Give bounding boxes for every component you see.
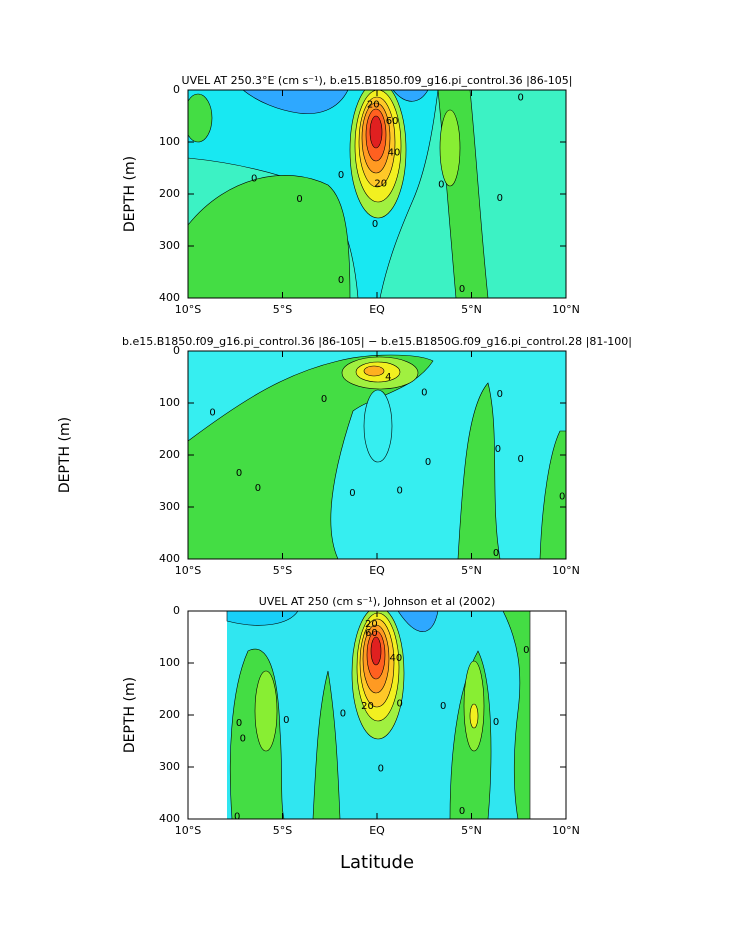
y-tick-label: 200 — [159, 448, 180, 461]
contour-label: 0 — [321, 394, 327, 405]
y-tick-label: 300 — [159, 500, 180, 513]
x-tick-label: 10°N — [552, 564, 580, 577]
x-tick-label: 5°S — [273, 303, 292, 316]
y-tick-label: 0 — [173, 344, 180, 357]
contour-label: 0 — [559, 492, 565, 503]
contour-label: 40 — [390, 653, 403, 664]
contour-label: 0 — [349, 488, 355, 499]
y-tick-label: 400 — [159, 291, 180, 304]
y-axis-label: DEPTH (m) — [57, 417, 73, 493]
y-tick-label: 100 — [159, 656, 180, 669]
contour-label: 0 — [517, 92, 523, 103]
y-tick-label: 200 — [159, 708, 180, 721]
x-tick-label: EQ — [369, 303, 385, 316]
contour-label: 0 — [372, 219, 378, 230]
contour-label: 0 — [425, 457, 431, 468]
contour-label: 0 — [495, 444, 501, 455]
contour-label: 0 — [234, 811, 240, 822]
x-tick-label: 5°S — [273, 564, 292, 577]
contour-label: 0 — [523, 645, 529, 656]
x-tick-label: EQ — [369, 824, 385, 837]
contour-label: 0 — [440, 701, 446, 712]
chart-title: UVEL AT 250.3°E (cm s⁻¹), b.e15.B1850.f0… — [182, 74, 573, 87]
x-tick-label: 10°N — [552, 824, 580, 837]
x-tick-label: 10°S — [175, 303, 201, 316]
contour-label: 0 — [497, 389, 503, 400]
contour-label: 0 — [255, 483, 261, 494]
contour-label: 0 — [493, 548, 499, 559]
contour-label: 0 — [283, 715, 289, 726]
contour-label: 0 — [396, 485, 402, 496]
x-axis-label: Latitude — [340, 852, 414, 873]
contour-label: 0 — [438, 180, 444, 191]
y-tick-label: 200 — [159, 187, 180, 200]
x-tick-label: 5°N — [461, 303, 482, 316]
contour-label: 0 — [421, 388, 427, 399]
contour-fill — [188, 351, 566, 559]
contour-fill — [226, 611, 531, 819]
x-tick-label: 10°S — [175, 824, 201, 837]
contour-label: 0 — [378, 764, 384, 775]
y-tick-label: 0 — [173, 83, 180, 96]
contour-label: 0 — [459, 284, 465, 295]
contour-label: 0 — [338, 275, 344, 286]
y-tick-label: 0 — [173, 604, 180, 617]
y-tick-label: 300 — [159, 760, 180, 773]
x-tick-label: 5°N — [461, 564, 482, 577]
contour-label: 0 — [240, 733, 246, 744]
x-tick-label: 10°N — [552, 303, 580, 316]
contour-label: 0 — [517, 454, 523, 465]
contour-label: 0 — [251, 173, 257, 184]
contour-label: 20 — [361, 701, 374, 712]
contour-label: 0 — [459, 806, 465, 817]
contour-label: 0 — [236, 468, 242, 479]
contour-label: 0 — [236, 718, 242, 729]
x-tick-label: EQ — [369, 564, 385, 577]
contour-label: 0 — [396, 699, 402, 710]
contour-label: 0 — [497, 193, 503, 204]
contour-label: 0 — [493, 717, 499, 728]
y-tick-label: 300 — [159, 239, 180, 252]
contour-label: 0 — [338, 170, 344, 181]
contour-label: 4 — [385, 372, 391, 383]
chart-title: b.e15.B1850.f09_g16.pi_control.36 |86-10… — [122, 335, 632, 348]
y-tick-label: 100 — [159, 135, 180, 148]
y-axis-label: DEPTH (m) — [122, 677, 138, 753]
x-tick-label: 5°S — [273, 824, 292, 837]
contour-label: 20 — [374, 179, 387, 190]
x-tick-label: 5°N — [461, 824, 482, 837]
contour-fill — [188, 90, 566, 298]
y-axis-label: DEPTH (m) — [122, 156, 138, 232]
y-tick-label: 400 — [159, 552, 180, 565]
chart-title: UVEL AT 250 (cm s⁻¹), Johnson et al (200… — [259, 595, 496, 608]
contour-label: 0 — [296, 194, 302, 205]
contour-label: 60 — [365, 628, 378, 639]
contour-label: 20 — [365, 619, 378, 630]
contour-label: 0 — [340, 708, 346, 719]
contour-label: 40 — [388, 147, 401, 158]
contour-label: 0 — [209, 407, 215, 418]
x-tick-label: 10°S — [175, 564, 201, 577]
contour-label: 20 — [367, 100, 380, 111]
y-tick-label: 400 — [159, 812, 180, 825]
contour-label: 60 — [386, 116, 399, 127]
y-tick-label: 100 — [159, 396, 180, 409]
